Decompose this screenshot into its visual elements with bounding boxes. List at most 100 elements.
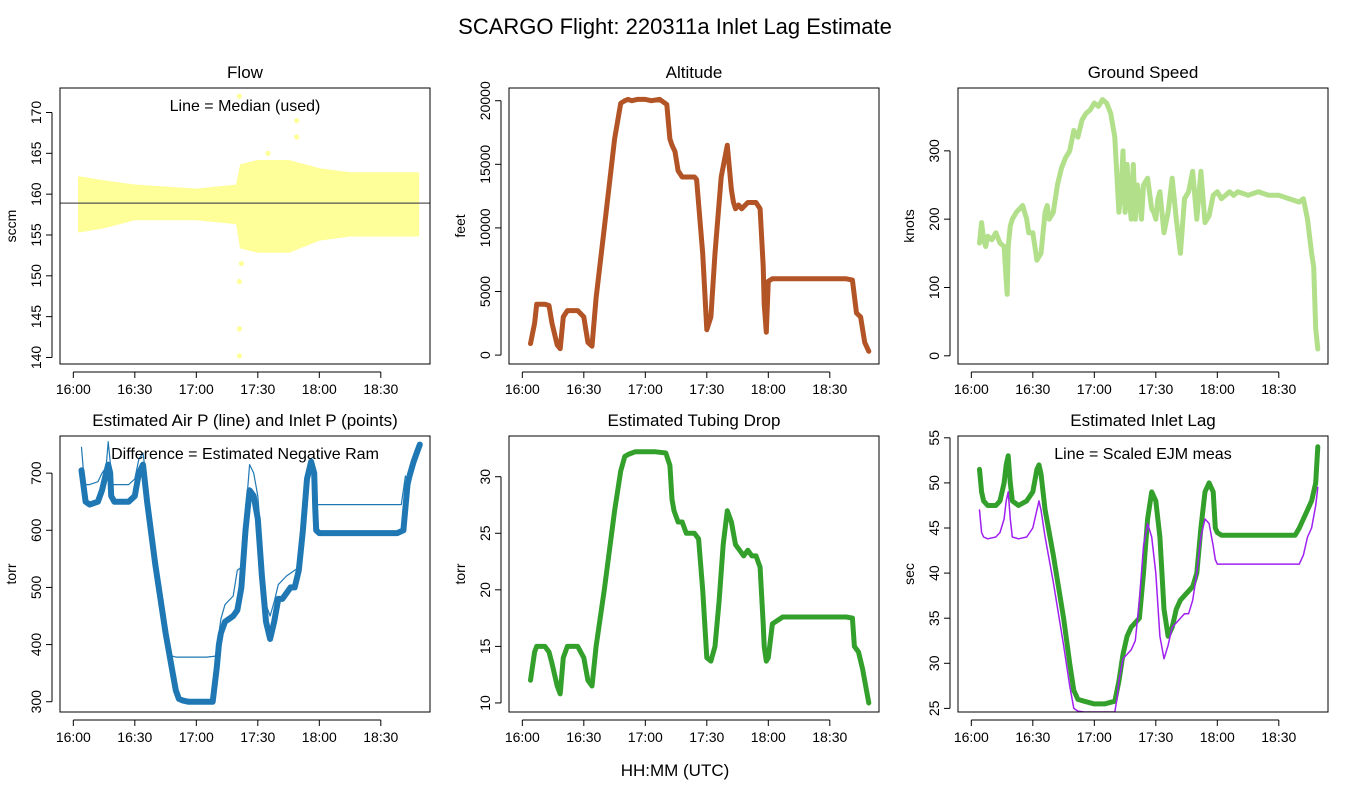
- flow-outlier-point: [294, 118, 300, 124]
- ground-speed-y-axis-label: knots: [901, 209, 917, 242]
- tubing-drop-y-tick-label: 15: [477, 638, 493, 654]
- air-inlet-pressure-data-layer: [78, 441, 423, 705]
- air-inlet-pressure-y-tick-label: 600: [28, 518, 44, 542]
- inlet-lag-y-tick-label: 50: [926, 475, 942, 491]
- inlet-lag-y-axis-label: sec: [901, 563, 917, 585]
- ground-speed-x-tick-label: 18:30: [1261, 381, 1296, 397]
- tubing-drop-x-tick-label: 16:30: [566, 729, 601, 745]
- tubing-drop-panel-title: Estimated Tubing Drop: [608, 411, 781, 430]
- altitude-panel-title: Altitude: [666, 63, 723, 82]
- flow-plot-frame: [59, 87, 431, 365]
- ground-speed-plot-frame: [957, 87, 1329, 365]
- air-inlet-pressure-x-tick-label: 17:30: [240, 729, 275, 745]
- ground-speed-x-tick-label: 16:30: [1015, 381, 1050, 397]
- air-inlet-pressure-series-inlet-p-points: [78, 441, 423, 705]
- inlet-lag-y-tick-label: 40: [926, 565, 942, 581]
- flow-x-tick-label: 17:30: [240, 381, 275, 397]
- flow-outlier-point: [236, 353, 242, 359]
- ground-speed-y-tick-label: 100: [926, 276, 942, 300]
- ground-speed-panel-title: Ground Speed: [1088, 63, 1199, 82]
- ground-speed-y-tick-label: 300: [926, 139, 942, 163]
- air-inlet-pressure-y-tick-label: 400: [28, 633, 44, 657]
- air-inlet-pressure-x-tick-label: 16:30: [117, 729, 152, 745]
- altitude-y-axis-label: feet: [452, 214, 468, 237]
- tubing-drop-x-tick-label: 17:00: [628, 729, 663, 745]
- panel-ground-speed: 16:00 16:30 17:00 17:30 18:00 18:30 0 100 200 300…: [901, 63, 1329, 397]
- inlet-lag-y-tick-label: 25: [926, 700, 942, 716]
- air-inlet-pressure-annotation: Difference = Estimated Negative Ram: [111, 446, 379, 463]
- altitude-x-tick-label: 17:30: [689, 381, 724, 397]
- flow-x-tick-label: 18:30: [363, 381, 398, 397]
- tubing-drop-y-tick-label: 10: [477, 695, 493, 711]
- tubing-drop-x-tick-label: 16:00: [505, 729, 540, 745]
- ground-speed-y-tick-label: 200: [926, 207, 942, 231]
- flow-y-tick-label: 150: [28, 264, 44, 288]
- tubing-drop-data-layer: [528, 449, 872, 706]
- inlet-lag-x-tick-label: 16:30: [1015, 729, 1050, 745]
- panel-inlet-lag: 16:00 16:30 17:00 17:30 18:00 18:30 25 30 35 40 45…: [901, 411, 1329, 745]
- inlet-lag-data-layer: [977, 444, 1321, 712]
- inlet-lag-x-tick-label: 16:00: [954, 729, 989, 745]
- inlet-lag-panel-title: Estimated Inlet Lag: [1070, 411, 1216, 430]
- altitude-y-tick-label: 0: [477, 351, 493, 359]
- inlet-lag-y-tick-label: 55: [926, 430, 942, 446]
- flow-outlier-point: [236, 278, 242, 285]
- flow-x-tick-label: 16:30: [117, 381, 152, 397]
- air-inlet-pressure-y-tick-label: 300: [28, 690, 44, 714]
- altitude-x-tick-label: 17:00: [628, 381, 663, 397]
- inlet-lag-x-tick-label: 17:30: [1138, 729, 1173, 745]
- tubing-drop-plot-frame: [508, 435, 880, 713]
- altitude-x-tick-label: 16:30: [566, 381, 601, 397]
- flow-y-axis-label: sccm: [3, 210, 19, 243]
- altitude-y-tick-label: 5000: [477, 276, 493, 307]
- air-inlet-pressure-panel-title: Estimated Air P (line) and Inlet P (poin…: [92, 411, 398, 430]
- ground-speed-y-tick-label: 0: [926, 352, 942, 360]
- flow-y-tick-label: 145: [28, 305, 44, 329]
- air-inlet-pressure-x-tick-label: 17:00: [179, 729, 214, 745]
- altitude-y-tick-label: 10000: [477, 208, 493, 247]
- inlet-lag-annotation: Line = Scaled EJM meas: [1054, 446, 1231, 463]
- altitude-x-tick-label: 18:30: [812, 381, 847, 397]
- air-inlet-pressure-y-tick-label: 500: [28, 576, 44, 600]
- inlet-lag-x-tick-label: 18:00: [1200, 729, 1235, 745]
- tubing-drop-y-tick-label: 25: [477, 525, 493, 541]
- flow-y-tick-label: 155: [28, 223, 44, 247]
- altitude-data-layer: [528, 96, 872, 354]
- tubing-drop-x-tick-label: 17:30: [689, 729, 724, 745]
- air-inlet-pressure-x-tick-label: 18:00: [302, 729, 337, 745]
- air-inlet-pressure-y-tick-label: 700: [28, 461, 44, 485]
- air-inlet-pressure-x-tick-label: 16:00: [56, 729, 91, 745]
- tubing-drop-x-tick-label: 18:30: [812, 729, 847, 745]
- ground-speed-data-layer: [977, 97, 1321, 352]
- inlet-lag-series-estimated-inlet-lag: [977, 444, 1321, 707]
- ground-speed-series-ground-speed: [977, 97, 1321, 352]
- flow-outlier-point: [238, 260, 245, 267]
- altitude-y-tick-label: 15000: [477, 145, 493, 184]
- ground-speed-x-tick-label: 17:00: [1077, 381, 1112, 397]
- flow-x-tick-label: 16:00: [56, 381, 91, 397]
- tubing-drop-x-tick-label: 18:00: [751, 729, 786, 745]
- inlet-lag-y-tick-label: 35: [926, 610, 942, 626]
- flow-outlier-point: [294, 134, 300, 140]
- flow-panel-title: Flow: [227, 63, 264, 82]
- inlet-lag-plot-frame: [957, 435, 1329, 713]
- air-inlet-pressure-series-estimated-air-p-line: [80, 441, 421, 658]
- flow-outlier-point: [236, 326, 242, 332]
- flow-y-tick-label: 160: [28, 182, 44, 206]
- flow-annotation: Line = Median (used): [170, 98, 321, 115]
- flow-point-cloud: [78, 160, 420, 253]
- altitude-series-altitude: [528, 96, 872, 354]
- air-inlet-pressure-x-tick-label: 18:30: [363, 729, 398, 745]
- inlet-lag-x-tick-label: 17:00: [1077, 729, 1112, 745]
- ground-speed-x-tick-label: 18:00: [1200, 381, 1235, 397]
- inlet-lag-series-scaled-ejm-meas: [978, 486, 1319, 712]
- inlet-lag-y-tick-label: 45: [926, 520, 942, 536]
- inlet-lag-x-tick-label: 18:30: [1261, 729, 1296, 745]
- air-inlet-pressure-y-axis-label: torr: [3, 563, 19, 584]
- flow-x-tick-label: 18:00: [302, 381, 337, 397]
- tubing-drop-y-tick-label: 20: [477, 582, 493, 598]
- tubing-drop-y-tick-label: 30: [477, 469, 493, 485]
- flow-outlier-point: [236, 93, 242, 99]
- altitude-x-tick-label: 18:00: [751, 381, 786, 397]
